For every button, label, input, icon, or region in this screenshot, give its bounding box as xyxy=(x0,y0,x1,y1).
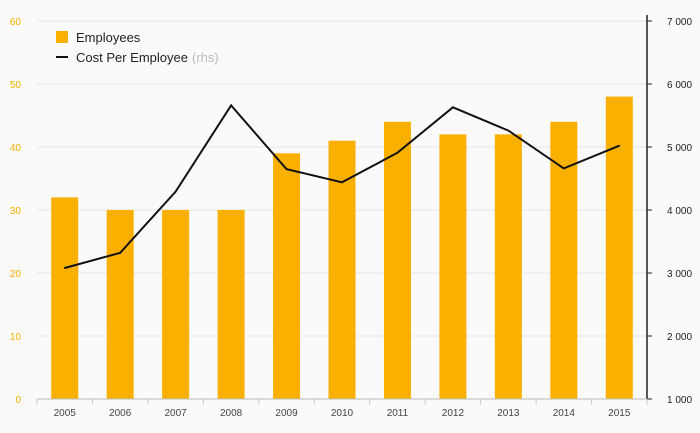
bar-2008 xyxy=(217,210,245,399)
x-tick-label: 2010 xyxy=(331,408,354,419)
bar-2010 xyxy=(328,140,356,399)
x-tick-label: 2007 xyxy=(165,408,188,419)
bar-2015 xyxy=(605,96,633,399)
point-2014 xyxy=(563,167,565,170)
bar-2014 xyxy=(550,121,578,400)
point-2006 xyxy=(119,252,121,254)
legend-swatch-cost-per-employee xyxy=(56,56,68,58)
point-2009 xyxy=(285,168,288,170)
x-tick-label: 2012 xyxy=(442,408,465,419)
y-left-tick-label: 20 xyxy=(10,269,22,280)
bars-employees xyxy=(51,96,633,400)
x-tick-label: 2008 xyxy=(220,408,243,419)
x-tick-label: 2011 xyxy=(387,408,409,419)
y-left-tick-label: 30 xyxy=(10,206,22,217)
bar-2007 xyxy=(162,210,190,399)
y-right-tick-label: 1 000 xyxy=(667,395,692,406)
x-tick-label: 2006 xyxy=(109,408,132,419)
legend-swatch-employees xyxy=(56,31,68,43)
bar-2005 xyxy=(51,197,79,399)
y-right-tick-label: 7 000 xyxy=(667,17,692,28)
y-left-tick-label: 40 xyxy=(10,143,22,154)
legend-label-cost-per-employee: Cost Per Employee xyxy=(76,49,188,65)
x-axis: 2005 2006 2007 2008 2009 2010 2011 2012 2013 2014… xyxy=(36,398,648,419)
bar-2006 xyxy=(106,210,134,399)
point-2010 xyxy=(341,181,343,184)
bar-2012 xyxy=(439,134,467,399)
point-2008 xyxy=(230,104,232,107)
legend: Employees Cost Per Employee (rhs) xyxy=(56,27,219,67)
point-2013 xyxy=(507,129,510,132)
bar-2009 xyxy=(273,153,301,399)
x-tick-label: 2009 xyxy=(275,408,298,419)
point-2011 xyxy=(396,151,399,154)
legend-label-employees: Employees xyxy=(76,29,141,45)
x-tick-label: 2014 xyxy=(553,408,576,419)
x-tick-label: 2013 xyxy=(497,408,520,419)
y-left-tick-label: 60 xyxy=(10,17,22,28)
y-right-tick-label: 5 000 xyxy=(667,143,692,154)
y-right-tick-label: 6 000 xyxy=(667,80,692,91)
legend-item-cost-per-employee: Cost Per Employee (rhs) xyxy=(56,47,219,67)
legend-rhs-note: (rhs) xyxy=(192,49,219,65)
point-2012 xyxy=(452,106,454,109)
y-left-tick-label: 0 xyxy=(15,395,21,406)
y-right-tick-label: 3 000 xyxy=(667,269,692,280)
y-axis-left: 0 10 20 30 40 50 60 xyxy=(10,17,22,406)
x-tick-label: 2015 xyxy=(608,408,631,419)
bar-2011 xyxy=(383,121,411,400)
y-left-tick-label: 50 xyxy=(10,80,22,91)
point-2015 xyxy=(618,144,621,147)
y-right-tick-label: 4 000 xyxy=(667,206,692,217)
bar-2013 xyxy=(494,134,522,399)
line-cost-per-employee xyxy=(63,103,621,269)
y-axis-right: 1 000 2 000 3 000 4 000 5 000 6 000 7 000 xyxy=(646,15,692,406)
point-2005 xyxy=(63,267,66,269)
point-2007 xyxy=(174,190,177,193)
y-left-tick-label: 10 xyxy=(10,332,22,343)
x-tick-label: 2005 xyxy=(54,408,77,419)
legend-item-employees: Employees xyxy=(56,27,219,47)
y-right-tick-label: 2 000 xyxy=(667,332,692,343)
